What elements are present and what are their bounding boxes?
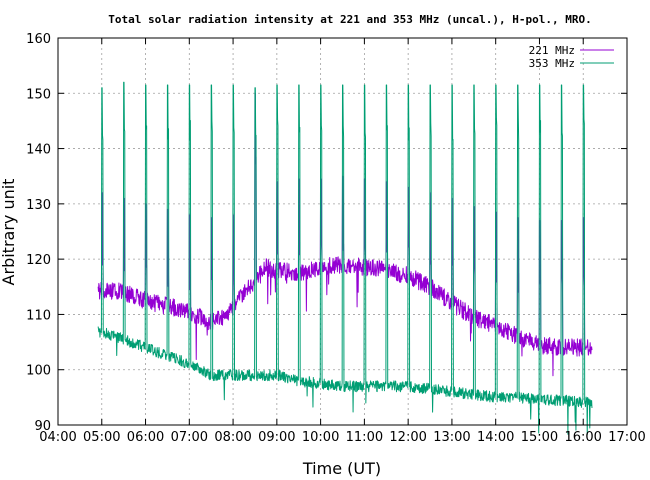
x-tick-label: 09:00 — [258, 430, 295, 445]
y-tick-label: 110 — [26, 308, 51, 323]
legend-label-353: 353 MHz — [529, 57, 575, 70]
x-tick-label: 14:00 — [477, 430, 514, 445]
y-tick-label: 150 — [26, 87, 51, 102]
x-tick-label: 06:00 — [127, 430, 164, 445]
y-axis-label: Arbitrary unit — [0, 179, 18, 286]
x-tick-label: 16:00 — [564, 430, 601, 445]
legend: 221 MHz 353 MHz — [529, 44, 614, 70]
y-tick-label: 160 — [26, 32, 51, 47]
series-layer — [97, 81, 593, 435]
y-tick-label: 120 — [26, 253, 51, 268]
chart-title: Total solar radiation intensity at 221 a… — [108, 13, 591, 26]
plot-frame — [57, 37, 628, 426]
x-tick-label: 17:00 — [608, 430, 645, 445]
y-tick-label: 130 — [26, 198, 51, 213]
y-tick-label: 140 — [26, 143, 51, 158]
x-tick-label: 11:00 — [346, 430, 383, 445]
x-tick-label: 04:00 — [39, 430, 76, 445]
series-line — [97, 81, 593, 435]
x-axis-label: Time (UT) — [302, 459, 381, 478]
x-tick-label: 05:00 — [83, 430, 120, 445]
x-tick-label: 07:00 — [171, 430, 208, 445]
x-tick-label: 12:00 — [389, 430, 426, 445]
y-tick-label: 100 — [26, 364, 51, 379]
x-tick-label: 13:00 — [433, 430, 470, 445]
y-tick-label: 90 — [34, 419, 51, 434]
ticks: 04:00 05:00 06:00 07:00 08:00 09:00 10:00 11:00… — [26, 32, 646, 445]
x-tick-label: 15:00 — [521, 430, 558, 445]
x-tick-label: 08:00 — [214, 430, 251, 445]
series-line — [97, 92, 593, 377]
x-tick-label: 10:00 — [302, 430, 339, 445]
legend-label-221: 221 MHz — [529, 44, 575, 57]
